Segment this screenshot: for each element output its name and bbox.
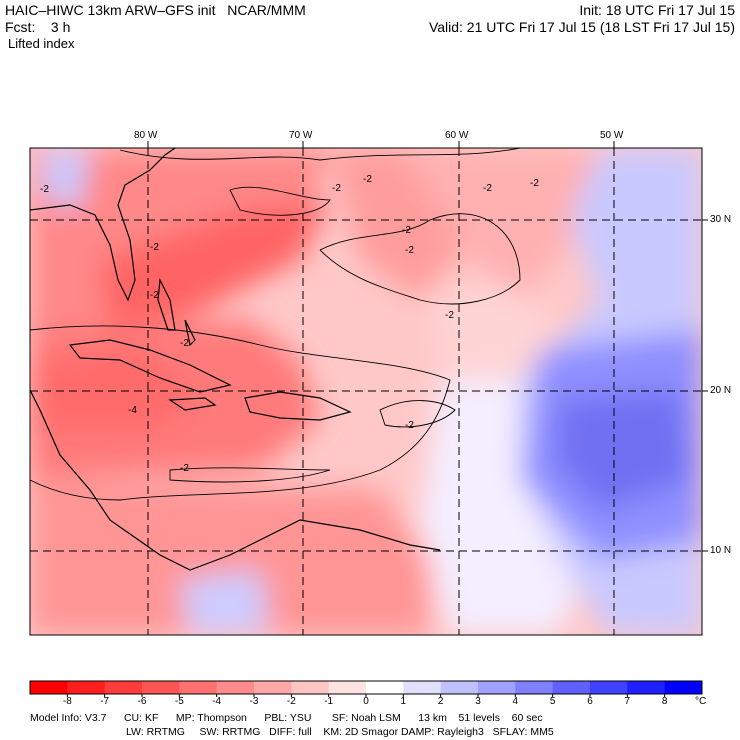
contour-label: -2 — [405, 245, 414, 256]
colorbar-swatch — [67, 681, 106, 694]
contour-label: -4 — [128, 405, 137, 416]
contour-label: -2 — [405, 420, 414, 431]
forecast-hour: Fcst: 3 h — [5, 19, 71, 35]
init-time: Init: 18 UTC Fri 17 Jul 15 — [579, 2, 735, 18]
lon-label-80w: 80 W — [134, 130, 158, 141]
model-info-line1: Model Info: V3.7 CU: KF MP: Thompson PBL… — [30, 712, 543, 724]
colorbar-frame — [29, 680, 703, 695]
colorbar-swatch — [627, 681, 666, 694]
model-info-line2: LW: RRTMG SW: RRTMG DIFF: full KM: 2D Sm… — [126, 726, 554, 738]
contour-label: -2 — [530, 178, 539, 189]
colorbar-level-label: -6 — [137, 696, 147, 707]
colorbar-swatch — [328, 681, 367, 694]
colorbar-level-label: -1 — [324, 696, 334, 707]
lat-label-20n: 20 N — [710, 385, 732, 396]
colorbar-swatch — [552, 681, 591, 694]
colorbar-swatch — [366, 681, 404, 694]
colorbar-level-label: 8 — [661, 696, 668, 707]
colorbar-level-label: 3 — [475, 696, 481, 707]
colorbar-swatch — [478, 681, 516, 694]
model-title: HAIC–HIWC 13km ARW–GFS init NCAR/MMM — [5, 2, 306, 18]
variable-name: Lifted index — [8, 36, 75, 51]
colorbar-swatch — [104, 681, 143, 694]
colorbar-swatch — [515, 681, 554, 694]
contour-label: -2 — [332, 183, 341, 194]
colorbar-level-label: 6 — [587, 696, 593, 707]
colorbar-swatch — [142, 681, 180, 694]
lat-label-10n: 10 N — [710, 545, 732, 556]
colorbar-level-label: -8 — [62, 696, 72, 707]
colorbar-level-label: 0 — [363, 696, 369, 707]
colorbar-level-label: -4 — [212, 696, 222, 707]
contour-label: -2 — [402, 225, 411, 236]
colorbar-level-label: 1 — [400, 696, 407, 707]
lon-label-60w: 60 W — [445, 130, 469, 141]
colorbar-level-label: -3 — [249, 696, 259, 707]
colorbar-level-label: 5 — [549, 696, 556, 707]
colorbar-swatch — [254, 681, 292, 694]
contour-label: -2 — [180, 338, 189, 349]
graticule — [30, 148, 702, 635]
lat-label-30n: 30 N — [710, 214, 732, 225]
colorbar-swatch — [440, 681, 479, 694]
colorbar-level-label: 4 — [512, 696, 519, 707]
colorbar-swatch — [403, 681, 442, 694]
contour-label: -2 — [180, 463, 189, 474]
colorbar-level-label: 7 — [624, 696, 631, 707]
contour-label: -2 — [483, 183, 492, 194]
valid-time: Valid: 21 UTC Fri 17 Jul 15 (18 LST Fri … — [428, 19, 735, 35]
contour-label: -2 — [150, 242, 159, 253]
contour-label: -2 — [363, 174, 372, 185]
colorbar — [30, 681, 703, 697]
colorbar-unit: °C — [695, 696, 707, 707]
colorbar-swatch — [664, 681, 703, 694]
lifted-index-field — [30, 148, 702, 635]
contour-label: -2 — [40, 184, 49, 195]
colorbar-swatch — [216, 681, 255, 694]
colorbar-swatch — [179, 681, 218, 694]
colorbar-swatch — [30, 681, 68, 694]
colorbar-swatch — [291, 681, 330, 694]
colorbar-level-label: 2 — [437, 696, 444, 707]
colorbar-level-label: -5 — [174, 696, 184, 707]
lon-label-50w: 50 W — [600, 130, 624, 141]
contour-label: -2 — [445, 310, 454, 321]
lon-label-70w: 70 W — [289, 130, 313, 141]
contour-label: -2 — [150, 290, 159, 301]
colorbar-swatch — [590, 681, 628, 694]
colorbar-level-label: -7 — [100, 696, 110, 707]
colorbar-level-label: -2 — [286, 696, 296, 707]
